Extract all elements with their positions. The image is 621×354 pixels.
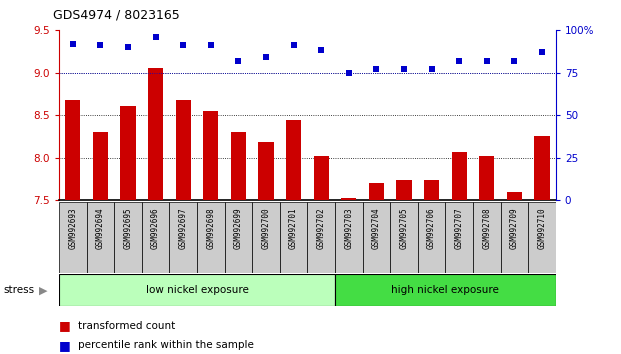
Text: GSM992697: GSM992697 [179, 207, 188, 249]
Point [316, 48, 326, 53]
Bar [424, 181, 439, 200]
Bar [501, 202, 528, 273]
Text: ▶: ▶ [39, 285, 48, 295]
Bar [473, 202, 501, 273]
Text: GSM992693: GSM992693 [68, 207, 77, 249]
Bar [314, 156, 329, 200]
Bar [507, 192, 522, 200]
Bar [86, 202, 114, 273]
Bar [148, 68, 163, 200]
Bar [225, 202, 252, 273]
Bar [479, 156, 494, 200]
Point [206, 42, 215, 48]
Text: GSM992705: GSM992705 [399, 207, 409, 249]
Text: GSM992708: GSM992708 [483, 207, 491, 249]
Text: GSM992707: GSM992707 [455, 207, 464, 249]
Point [123, 44, 133, 50]
Text: GSM992699: GSM992699 [234, 207, 243, 249]
Bar [231, 132, 246, 200]
Bar [59, 274, 335, 306]
Text: GSM992696: GSM992696 [151, 207, 160, 249]
Bar [528, 202, 556, 273]
Point [482, 58, 492, 63]
Text: percentile rank within the sample: percentile rank within the sample [78, 340, 253, 350]
Point [289, 42, 299, 48]
Text: GSM992695: GSM992695 [124, 207, 132, 249]
Bar [390, 202, 418, 273]
Point [233, 58, 243, 63]
Point [509, 58, 519, 63]
Text: stress: stress [3, 285, 34, 295]
Bar [65, 100, 80, 200]
Text: GSM992702: GSM992702 [317, 207, 325, 249]
Text: GSM992694: GSM992694 [96, 207, 105, 249]
Point [537, 49, 547, 55]
Text: GDS4974 / 8023165: GDS4974 / 8023165 [53, 9, 179, 22]
Bar [451, 152, 467, 200]
Text: GSM992698: GSM992698 [206, 207, 215, 249]
Text: low nickel exposure: low nickel exposure [145, 285, 248, 295]
Bar [369, 183, 384, 200]
Point [68, 41, 78, 46]
Text: high nickel exposure: high nickel exposure [391, 285, 499, 295]
Point [454, 58, 464, 63]
Text: ■: ■ [59, 339, 75, 352]
Point [344, 70, 354, 75]
Point [261, 55, 271, 60]
Point [96, 42, 106, 48]
Text: GSM992709: GSM992709 [510, 207, 519, 249]
Bar [170, 202, 197, 273]
Bar [203, 111, 219, 200]
Point [151, 34, 161, 40]
Text: transformed count: transformed count [78, 321, 175, 331]
Bar [535, 136, 550, 200]
Bar [280, 202, 307, 273]
Text: GSM992701: GSM992701 [289, 207, 298, 249]
Bar [341, 198, 356, 200]
Bar [114, 202, 142, 273]
Bar [286, 120, 301, 200]
Text: ■: ■ [59, 319, 75, 332]
Point [427, 66, 437, 72]
Bar [59, 202, 86, 273]
Text: GSM992703: GSM992703 [344, 207, 353, 249]
Bar [396, 181, 412, 200]
Text: GSM992710: GSM992710 [538, 207, 546, 249]
Point [371, 66, 381, 72]
Text: GSM992704: GSM992704 [372, 207, 381, 249]
Point [399, 66, 409, 72]
Bar [418, 202, 445, 273]
Bar [258, 142, 274, 200]
Bar [252, 202, 280, 273]
Bar [197, 202, 225, 273]
Bar [335, 274, 556, 306]
Bar [176, 100, 191, 200]
Text: GSM992706: GSM992706 [427, 207, 436, 249]
Point [178, 42, 188, 48]
Text: GSM992700: GSM992700 [261, 207, 271, 249]
Bar [142, 202, 170, 273]
Bar [120, 106, 135, 200]
Bar [445, 202, 473, 273]
Bar [335, 202, 363, 273]
Bar [93, 132, 108, 200]
Bar [363, 202, 390, 273]
Bar [307, 202, 335, 273]
